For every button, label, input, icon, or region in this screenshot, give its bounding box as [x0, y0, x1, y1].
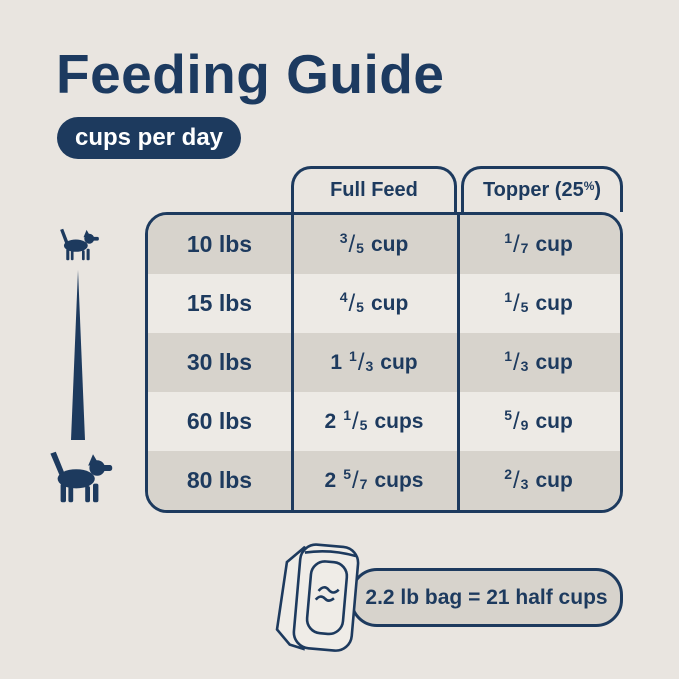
topper-label-percent: % — [583, 179, 595, 193]
weight-cell: 15 lbs — [148, 274, 291, 333]
bag-note-label: 2.2 lb bag = 21 half cups — [365, 585, 608, 609]
value-numerator: 1 — [504, 288, 512, 305]
weight-cell: 30 lbs — [148, 333, 291, 392]
column-header-topper: Topper (25%) — [461, 166, 623, 212]
topper-cell: 1/3 cup — [457, 333, 620, 392]
value-unit: cups — [374, 468, 424, 492]
value-denominator: 3 — [520, 475, 529, 492]
fraction-slash: / — [512, 407, 520, 435]
weight-label: 80 lbs — [186, 467, 253, 493]
feeding-table: 10 lbs 3/5 cup 1/7 cup 15 lbs 4/5 cup 1/5 cu… — [145, 212, 623, 513]
topper-cell: 2/3 cup — [457, 451, 620, 510]
value-denominator: 7 — [359, 475, 368, 492]
fraction-slash: / — [357, 348, 365, 376]
fraction-slash: / — [512, 230, 520, 258]
value-numerator: 1 — [504, 229, 512, 246]
page-title: Feeding Guide — [56, 43, 445, 105]
full-feed-cell: 3/5 cup — [291, 215, 457, 274]
table-row: 80 lbs 2 5/7 cups 2/3 cup — [148, 451, 620, 510]
value-unit: cup — [370, 232, 409, 256]
table-row: 30 lbs 1 1/3 cup 1/3 cup — [148, 333, 620, 392]
table-row: 60 lbs 2 1/5 cups 5/9 cup — [148, 392, 620, 451]
column-header-full-feed-label: Full Feed — [330, 179, 418, 201]
large-dog-icon — [50, 451, 113, 503]
weight-label: 30 lbs — [186, 349, 253, 375]
topper-label-pre: Topper (25 — [482, 179, 584, 201]
small-dog-icon — [60, 228, 99, 261]
topper-label-post: ) — [594, 179, 602, 201]
weight-cell: 60 lbs — [148, 392, 291, 451]
column-header-full-feed: Full Feed — [291, 166, 457, 212]
size-wedge-icon — [71, 270, 85, 440]
value-numerator: 3 — [339, 229, 348, 246]
value-denominator: 5 — [359, 416, 368, 433]
value-whole: 1 — [330, 350, 343, 374]
value-denominator: 5 — [356, 298, 364, 315]
value-whole: 2 — [324, 468, 337, 492]
weight-cell: 10 lbs — [148, 215, 291, 274]
value-unit: cup — [535, 291, 573, 315]
fraction-slash: / — [348, 230, 356, 258]
table-row: 10 lbs 3/5 cup 1/7 cup — [148, 215, 620, 274]
value-numerator: 1 — [349, 347, 357, 364]
fraction-slash: / — [512, 466, 520, 494]
value-unit: cup — [380, 350, 418, 374]
value-denominator: 3 — [520, 357, 529, 374]
weight-label: 15 lbs — [186, 290, 253, 316]
value-denominator: 5 — [356, 239, 364, 256]
value-unit: cups — [374, 409, 424, 433]
topper-cell: 1/5 cup — [457, 274, 620, 333]
value-unit: cup — [370, 291, 409, 315]
weight-label: 60 lbs — [186, 408, 253, 434]
value-unit: cup — [535, 350, 573, 374]
weight-label: 10 lbs — [186, 231, 253, 257]
value-denominator: 3 — [365, 357, 374, 374]
full-feed-cell: 2 5/7 cups — [291, 451, 457, 510]
value-numerator: 5 — [343, 465, 351, 482]
full-feed-cell: 2 1/5 cups — [291, 392, 457, 451]
value-numerator: 2 — [504, 465, 512, 482]
fraction-slash: / — [348, 289, 356, 317]
column-divider — [457, 215, 460, 510]
fraction-slash: / — [352, 466, 359, 494]
value-numerator: 1 — [504, 347, 512, 364]
topper-cell: 5/9 cup — [457, 392, 620, 451]
fraction-slash: / — [352, 407, 359, 435]
value-numerator: 1 — [343, 406, 351, 423]
subtitle-badge-label: cups per day — [74, 124, 224, 151]
fraction-slash: / — [512, 348, 520, 376]
value-denominator: 7 — [520, 239, 529, 256]
table-row: 15 lbs 4/5 cup 1/5 cup — [148, 274, 620, 333]
value-numerator: 4 — [339, 288, 348, 305]
full-feed-cell: 4/5 cup — [291, 274, 457, 333]
bag-note-pill: 2.2 lb bag = 21 half cups — [350, 568, 623, 627]
food-bag-icon — [275, 543, 360, 652]
value-numerator: 5 — [504, 406, 512, 423]
subtitle-badge: cups per day — [57, 117, 241, 159]
value-unit: cup — [535, 409, 573, 433]
weight-cell: 80 lbs — [148, 451, 291, 510]
value-whole: 2 — [324, 409, 337, 433]
value-unit: cup — [535, 468, 573, 492]
column-header-topper-label: Topper (25%) — [483, 179, 601, 202]
topper-cell: 1/7 cup — [457, 215, 620, 274]
fraction-slash: / — [512, 289, 520, 317]
column-divider — [291, 215, 294, 510]
value-denominator: 5 — [520, 298, 529, 315]
value-denominator: 9 — [520, 416, 529, 433]
full-feed-cell: 1 1/3 cup — [291, 333, 457, 392]
value-unit: cup — [535, 232, 573, 256]
